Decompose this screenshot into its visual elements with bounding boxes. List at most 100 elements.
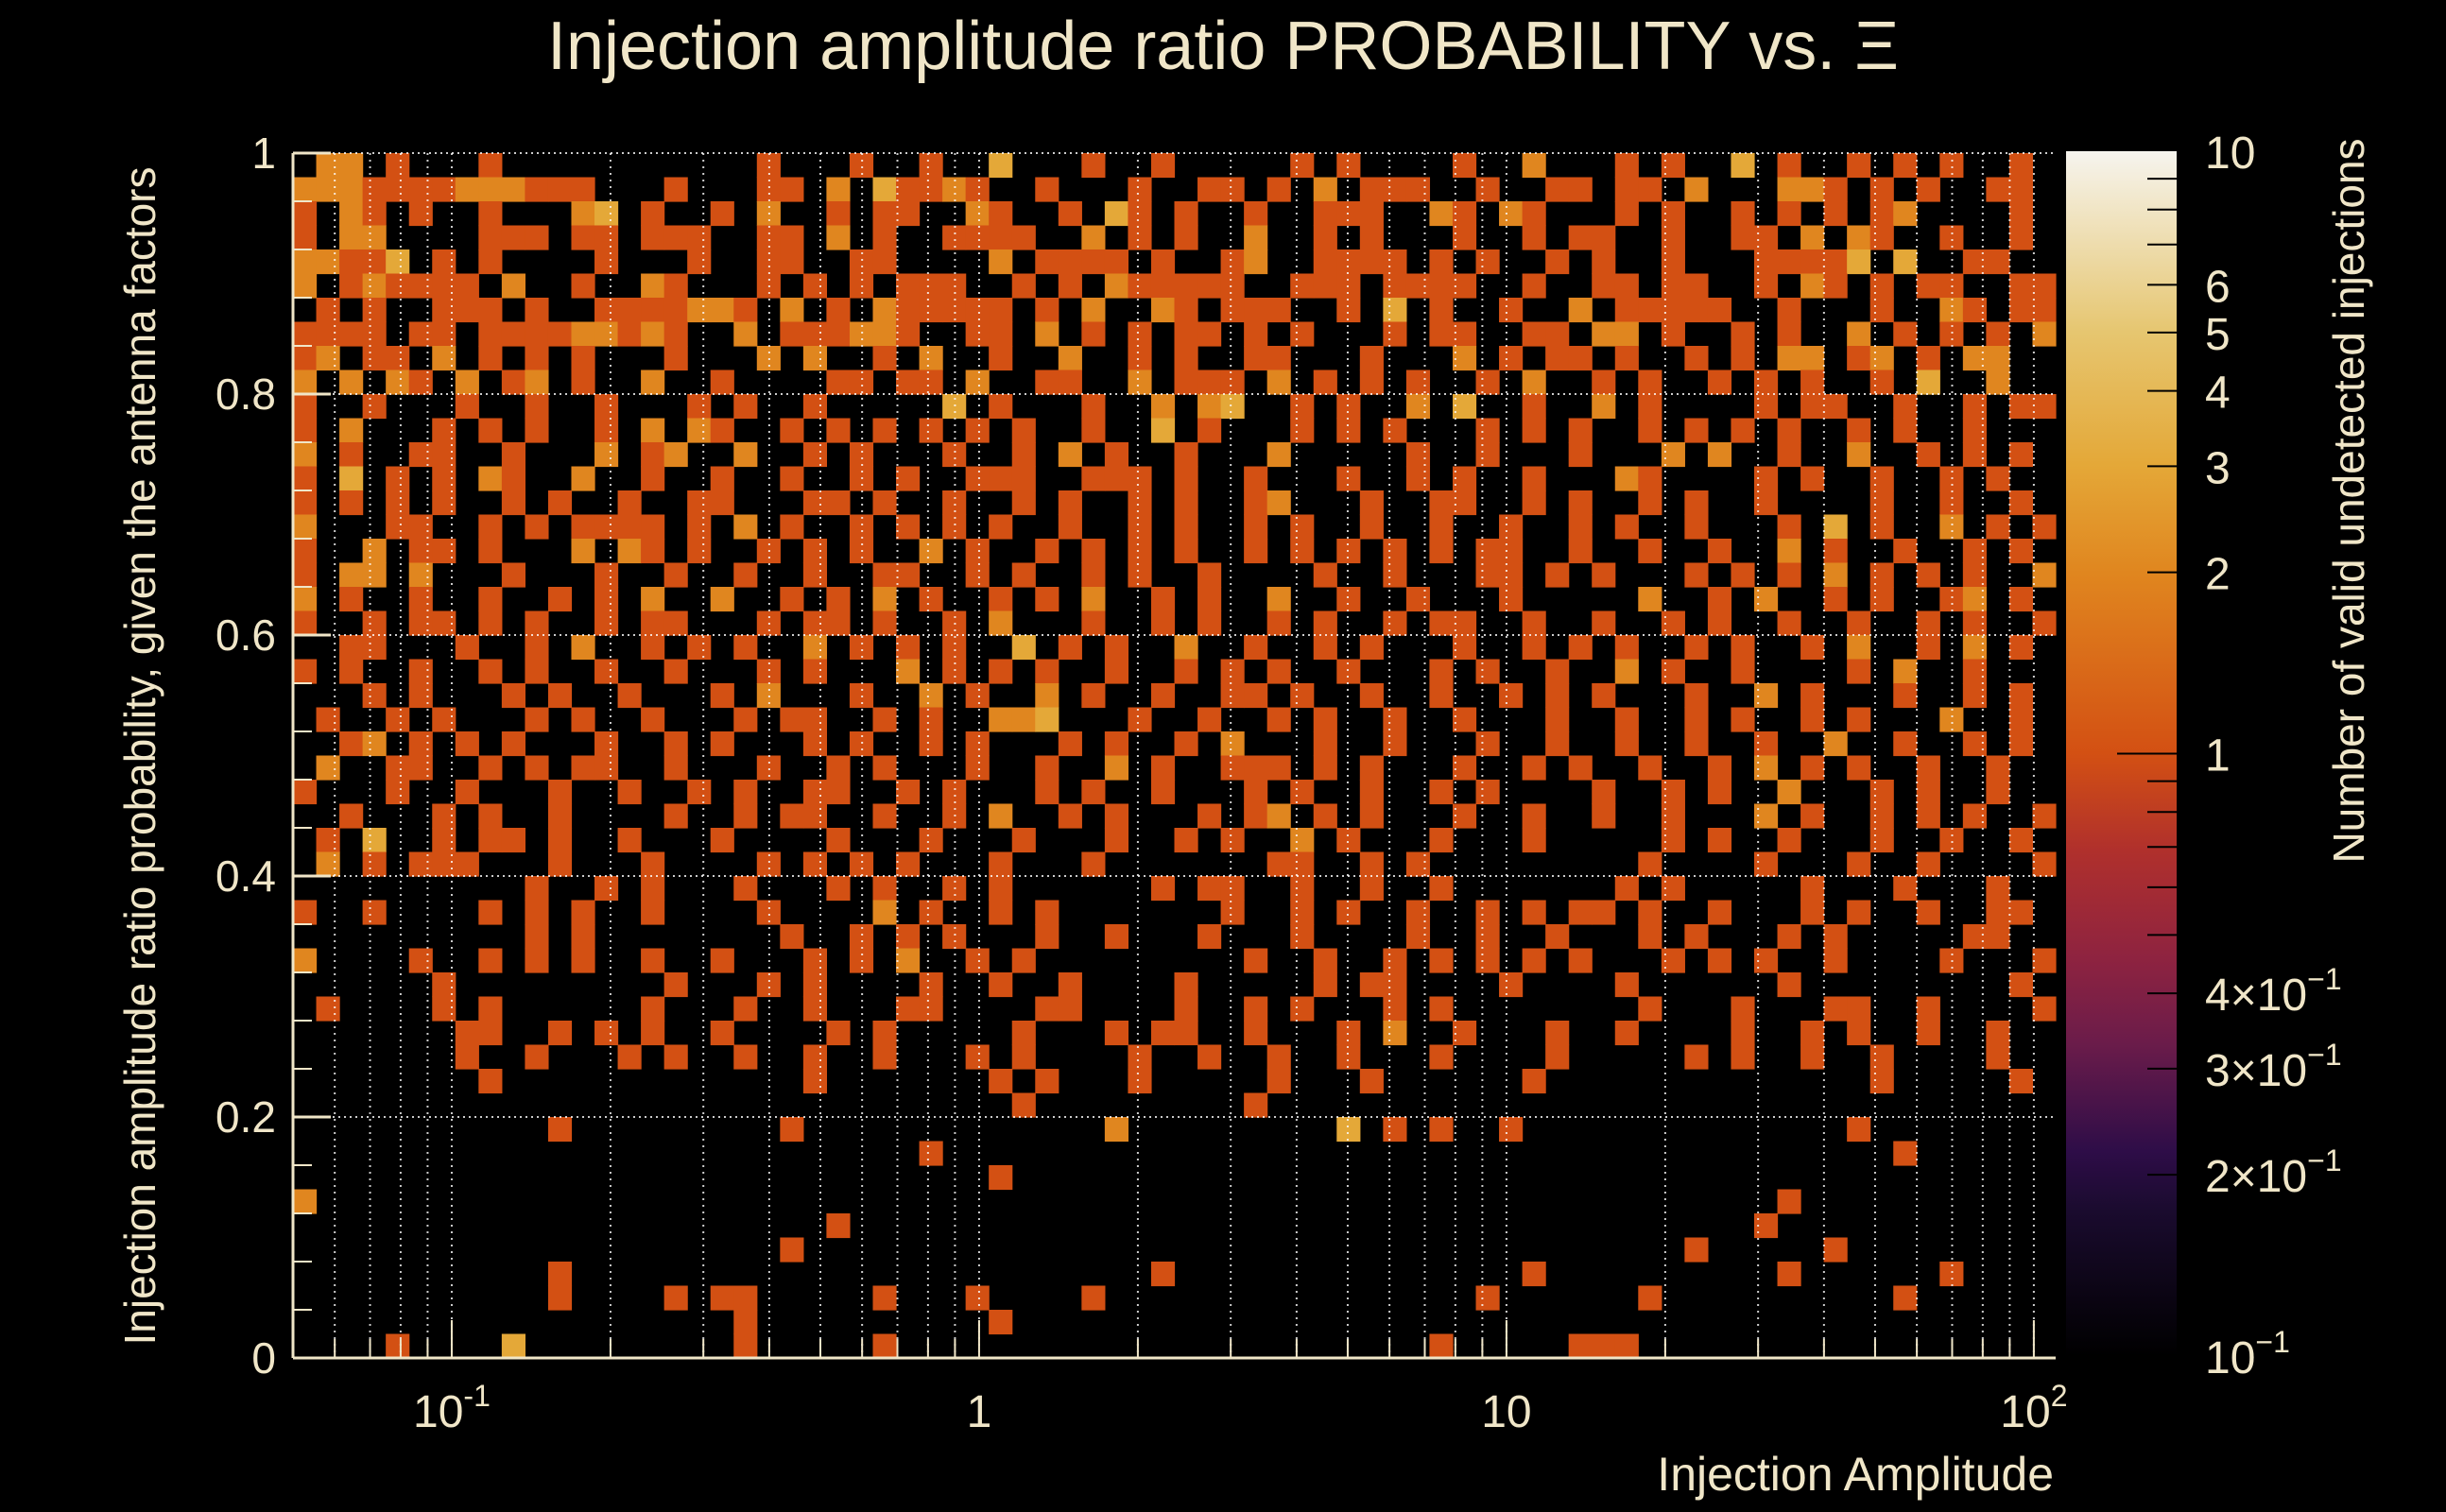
heatmap-cell: [965, 1044, 990, 1070]
heatmap-cell: [362, 610, 387, 636]
heatmap-cell: [571, 635, 595, 661]
heatmap-cell: [1244, 298, 1268, 323]
heatmap-cell: [1499, 587, 1524, 612]
heatmap-cell: [2008, 225, 2034, 250]
heatmap-cell: [1800, 225, 1825, 250]
heatmap-cell: [293, 780, 318, 805]
x-tick-exponent: 2: [2051, 1379, 2068, 1413]
heatmap-cell: [1592, 225, 1616, 250]
heatmap-cell: [316, 707, 340, 732]
heatmap-cell: [1011, 1044, 1036, 1070]
heatmap-cell: [872, 755, 897, 781]
heatmap-cell: [339, 321, 364, 347]
heatmap-cell: [989, 514, 1013, 540]
heatmap-cell: [1847, 1021, 1871, 1046]
heatmap-cell: [525, 514, 549, 540]
heatmap-cell: [1475, 562, 1500, 588]
heatmap-cell: [1081, 780, 1106, 805]
heatmap-cell: [617, 514, 642, 540]
heatmap-cell: [1313, 369, 1337, 395]
heatmap-cell: [1545, 1044, 1570, 1070]
heatmap-cell: [501, 321, 525, 347]
heatmap-cell: [1800, 273, 1825, 299]
heatmap-cell: [547, 1262, 573, 1287]
heatmap-cell: [1847, 153, 1871, 179]
heatmap-cell: [1104, 828, 1129, 853]
heatmap-cell: [1707, 828, 1732, 853]
heatmap-cell: [710, 1021, 734, 1046]
heatmap-cell: [1104, 731, 1129, 757]
heatmap-cell: [1244, 803, 1268, 829]
heatmap-cell: [525, 707, 549, 732]
heatmap-cell: [1522, 635, 1546, 661]
heatmap-cell: [1244, 996, 1268, 1022]
heatmap-cell: [339, 201, 364, 227]
heatmap-cell: [942, 442, 967, 468]
heatmap-cell: [1614, 201, 1639, 227]
heatmap-cell: [1035, 707, 1059, 732]
heatmap-cell: [826, 321, 851, 347]
heatmap-cell: [1986, 1044, 2010, 1070]
heatmap-cell: [525, 225, 549, 250]
heatmap-cell: [1684, 1237, 1709, 1263]
heatmap-cell: [455, 273, 479, 299]
heatmap-cell: [478, 659, 503, 684]
heatmap-cell: [478, 803, 503, 829]
heatmap-cell: [1475, 924, 1500, 950]
heatmap-cell: [1545, 177, 1570, 202]
heatmap-cell: [1847, 659, 1871, 684]
heatmap-cell: [733, 1310, 758, 1335]
heatmap-cell: [617, 1044, 642, 1070]
heatmap-cell: [2008, 900, 2034, 925]
y-tick-label: 0.8: [215, 369, 276, 419]
heatmap-cell: [780, 225, 804, 250]
heatmap-cell: [1731, 659, 1755, 684]
heatmap-cell: [1638, 1285, 1662, 1311]
heatmap-cell: [1244, 225, 1268, 250]
heatmap-cell: [594, 562, 619, 588]
heatmap-cell: [1359, 1069, 1384, 1094]
heatmap-cell: [733, 1333, 758, 1359]
heatmap-cell: [293, 249, 318, 275]
heatmap-cell: [1128, 225, 1152, 250]
heatmap-cell: [1313, 755, 1337, 781]
heatmap-cell: [1800, 177, 1825, 202]
heatmap-cell: [1359, 177, 1384, 202]
heatmap-cell: [1313, 707, 1337, 732]
heatmap-cell: [1684, 298, 1709, 323]
heatmap-cell: [1313, 249, 1337, 275]
heatmap-cell: [501, 731, 525, 757]
heatmap-cell: [872, 490, 897, 516]
heatmap-cell: [293, 1189, 318, 1214]
heatmap-cell: [1869, 346, 1894, 371]
heatmap-cell: [1475, 1285, 1500, 1311]
heatmap-cell: [1777, 1189, 1801, 1214]
heatmap-cell: [872, 418, 897, 443]
heatmap-cell: [849, 369, 874, 395]
heatmap-cell: [1035, 683, 1059, 709]
heatmap-cell: [1383, 177, 1407, 202]
heatmap-cell: [386, 514, 410, 540]
heatmap-cell: [594, 1021, 619, 1046]
heatmap-cell: [386, 249, 410, 275]
heatmap-cell: [802, 1044, 828, 1070]
heatmap-cell: [1916, 851, 1940, 877]
heatmap-cell: [733, 803, 758, 829]
heatmap-cell: [1847, 707, 1871, 732]
heatmap-cell: [1777, 1262, 1801, 1287]
heatmap-cell: [1383, 321, 1407, 347]
heatmap-cell: [1359, 683, 1384, 709]
heatmap-cell: [780, 418, 804, 443]
heatmap-cell: [1893, 153, 1918, 179]
heatmap-cell: [1150, 298, 1176, 323]
heatmap-cell: [1266, 369, 1291, 395]
heatmap-cell: [1244, 948, 1268, 973]
heatmap-cell: [316, 346, 340, 371]
heatmap-cell: [663, 610, 688, 636]
heatmap-cell: [1777, 562, 1801, 588]
heatmap-cell: [1429, 948, 1454, 973]
heatmap-cell: [1011, 948, 1036, 973]
heatmap-cell: [1174, 490, 1198, 516]
heatmap-cell: [1823, 201, 1848, 227]
colorbar-tick-label: 4: [2205, 369, 2231, 419]
